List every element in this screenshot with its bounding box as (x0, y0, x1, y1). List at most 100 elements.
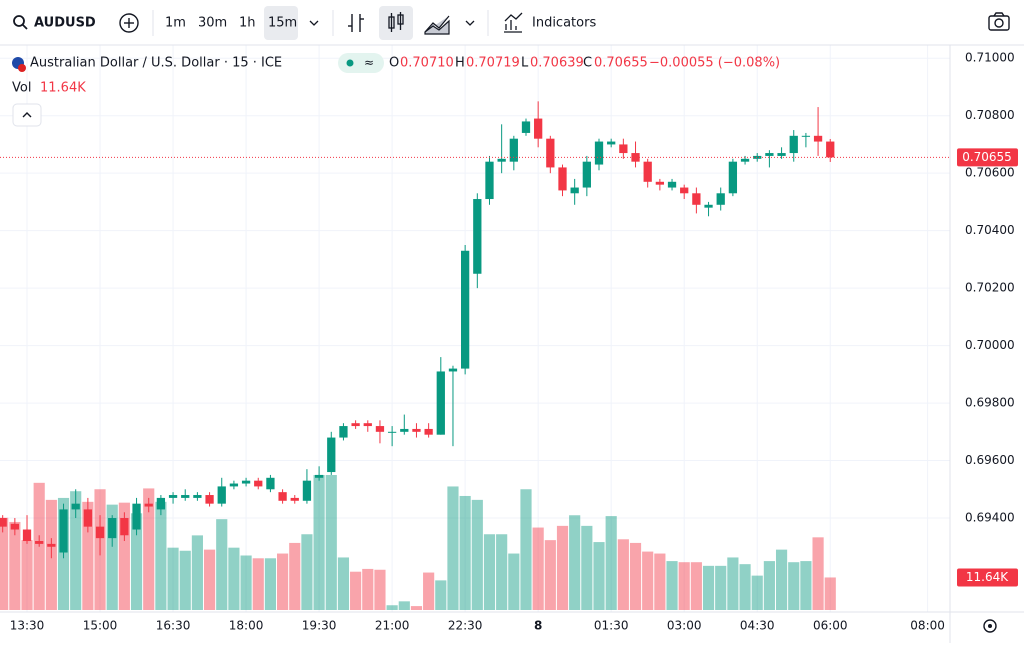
y-tick-label: 0.70400 (965, 223, 1015, 237)
candle-body (655, 181, 665, 185)
volume-bar (812, 537, 824, 610)
add-symbol[interactable] (119, 13, 139, 33)
active-interval-bg (264, 6, 298, 40)
volume-bar (654, 553, 666, 610)
interval-menu[interactable] (309, 20, 319, 26)
settings[interactable] (983, 619, 997, 633)
candle-body (570, 187, 579, 194)
volume-bar (398, 601, 410, 610)
change-value: −0.00055 (−0.08%) (649, 56, 780, 71)
candles (0, 101, 950, 559)
x-tick-label: 04:30 (740, 619, 775, 633)
y-tick-label: 0.70600 (965, 166, 1015, 180)
candle-body (95, 526, 105, 539)
indicators[interactable]: Indicators (532, 16, 596, 31)
instrument-name: Australian Dollar / U.S. Dollar · 15 · I… (30, 56, 282, 71)
volume-bar (532, 527, 544, 610)
legend: Australian Dollar / U.S. Dollar · 15 · I… (12, 53, 780, 127)
candle-body (120, 518, 129, 536)
candle-body (765, 153, 774, 156)
candle-body (509, 138, 518, 162)
candle-body (156, 497, 166, 510)
x-tick-label: 01:30 (594, 619, 629, 633)
volume-bar (483, 534, 496, 610)
volume-bar (0, 517, 9, 610)
volume-bar (727, 557, 739, 610)
candle-body (375, 426, 385, 432)
collapse-icon[interactable] (22, 112, 32, 118)
x-tick-label: 8 (534, 619, 542, 633)
candle-style-active[interactable] (379, 6, 413, 40)
candle-style[interactable] (388, 12, 404, 32)
volume-bar (702, 565, 715, 610)
volume-bar (289, 542, 301, 610)
market-status (338, 53, 384, 73)
candle-body (728, 161, 738, 194)
volume-bar (82, 501, 94, 610)
collapse-legend[interactable] (12, 103, 42, 127)
volume-bar (325, 475, 337, 610)
candle-body (461, 250, 470, 369)
volume-bar (179, 550, 191, 610)
y-tick-label: 0.69600 (965, 453, 1015, 467)
interval[interactable]: 1m (165, 16, 186, 31)
symbol[interactable]: AUDUSD (34, 16, 96, 31)
bar-style[interactable] (348, 14, 364, 32)
toolbar (0, 0, 1024, 45)
candle-body (339, 426, 348, 438)
volume-value: 11.64K (40, 81, 86, 96)
volume-bar (556, 525, 569, 610)
candle-body (47, 543, 56, 547)
candle-body (448, 368, 458, 372)
volume-bar (9, 521, 21, 610)
volume-pane (0, 475, 836, 610)
candle-body (594, 141, 604, 165)
candle-body (558, 167, 567, 191)
candle-body (704, 204, 713, 208)
candle-body (716, 193, 725, 205)
volume-bar (118, 502, 130, 610)
low-value: 0.70639 (530, 56, 584, 71)
candle-body (217, 486, 226, 504)
volume-bar (423, 572, 435, 610)
candle-body (168, 495, 178, 498)
volume-bar (362, 568, 374, 610)
volume-bar (130, 513, 143, 610)
indicators-icon[interactable] (504, 12, 523, 33)
volume-bar (216, 519, 228, 610)
candle-body (813, 135, 823, 142)
volume-bar (775, 549, 788, 610)
y-tick-label: 0.70800 (965, 108, 1015, 122)
candle-body (485, 161, 494, 200)
candle-body (387, 431, 397, 433)
candle-body (144, 503, 153, 507)
volume-bar (666, 561, 678, 610)
candle-body (132, 503, 141, 530)
volume-bar (459, 495, 471, 610)
candle-body (412, 428, 421, 432)
area-style[interactable] (424, 15, 450, 35)
candle-body (10, 523, 19, 530)
volume-bar (629, 542, 642, 610)
candle-body (351, 423, 360, 427)
screenshot[interactable] (988, 12, 1010, 31)
candle-body (71, 503, 80, 510)
volume-bar (715, 565, 727, 610)
volume-bar (143, 488, 155, 610)
last-volume-box (957, 568, 1018, 587)
x-tick-label: 08:00 (910, 619, 945, 633)
candle-body (521, 121, 531, 133)
candle-body (327, 437, 336, 473)
volume-bar (690, 562, 702, 610)
volume-bar (569, 515, 581, 610)
volume-bar (301, 534, 313, 610)
interval[interactable]: 15m (268, 16, 297, 31)
interval[interactable]: 1h (239, 16, 256, 31)
candle-body (0, 518, 7, 527)
chart-type-menu[interactable] (465, 20, 475, 26)
interval[interactable]: 30m (198, 16, 227, 31)
volume-bar (581, 525, 593, 610)
symbol-search[interactable]: AUDUSD (13, 15, 96, 31)
candle-body (108, 518, 117, 539)
